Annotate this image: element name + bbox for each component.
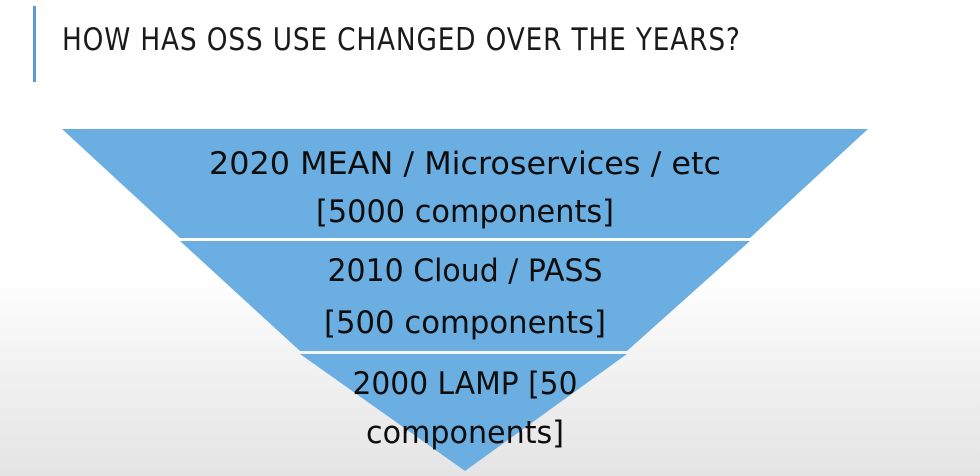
- layer-middle-line2: [500 components]: [324, 305, 606, 341]
- pyramid-layer-top-shape: [62, 129, 868, 238]
- layer-top-line2: [5000 components]: [316, 194, 614, 230]
- pyramid-layer-middle-shape: [180, 241, 750, 351]
- layer-bottom-line1: 2000 LAMP [50: [353, 366, 578, 402]
- pyramid-layer-middle: 2010 Cloud / PASS [500 components]: [180, 241, 750, 351]
- title-accent-bar: [33, 6, 36, 82]
- pyramid-layer-bottom-shape: [300, 354, 627, 471]
- pyramid-layer-top: 2020 MEAN / Microservices / etc [5000 co…: [62, 129, 868, 238]
- layer-bottom-line2: components]: [366, 415, 564, 451]
- pyramid-layer-bottom: 2000 LAMP [50 components]: [300, 354, 627, 471]
- slide-title: HOW HAS OSS USE CHANGED OVER THE YEARS?: [62, 22, 741, 58]
- layer-middle-line1: 2010 Cloud / PASS: [328, 253, 603, 289]
- layer-top-line1: 2020 MEAN / Microservices / etc: [209, 146, 721, 182]
